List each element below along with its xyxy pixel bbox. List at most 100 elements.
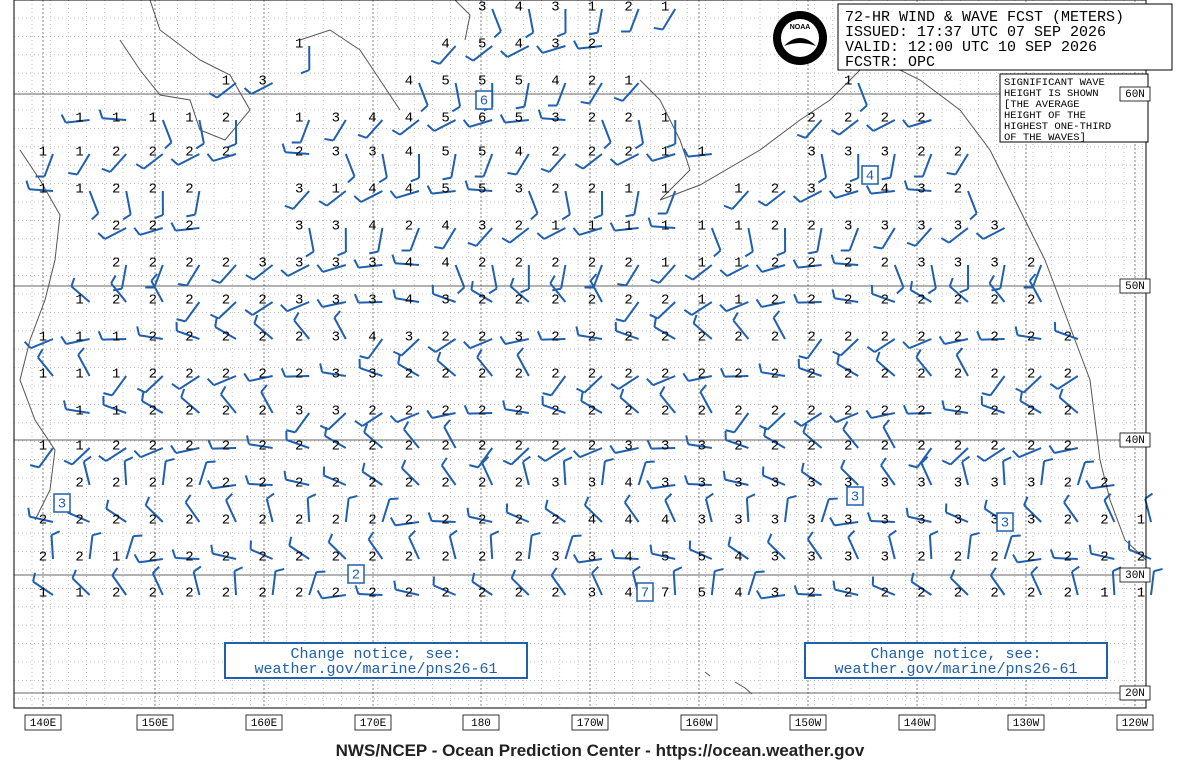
barb-staff xyxy=(123,460,128,486)
barb-feather xyxy=(25,180,31,190)
wave-height: 2 xyxy=(478,550,486,566)
wave-height: 3 xyxy=(990,476,998,492)
barb-staff xyxy=(212,552,237,560)
barb-staff xyxy=(105,447,127,462)
wave-height: 2 xyxy=(917,367,925,383)
barb-feather xyxy=(603,141,612,150)
barb-staff xyxy=(584,504,603,523)
wave-height: 2 xyxy=(624,367,632,383)
wave-height: 2 xyxy=(1064,439,1072,455)
barb-feather xyxy=(975,232,984,240)
barb-staff xyxy=(397,363,420,377)
wave-height: 2 xyxy=(954,439,962,455)
barb-feather xyxy=(426,409,433,419)
wave-height: 2 xyxy=(954,145,962,161)
barb-feather xyxy=(180,388,186,398)
wave-height: 3 xyxy=(881,219,889,235)
wave-height: 3 xyxy=(844,550,852,566)
barb-staff xyxy=(472,45,493,62)
wave-height: 1 xyxy=(75,404,83,420)
barb-staff xyxy=(491,264,498,289)
wave-height: 2 xyxy=(149,586,157,602)
wave-height: 2 xyxy=(990,550,998,566)
barb-feather xyxy=(983,499,988,509)
barb-feather xyxy=(463,340,471,349)
wave-height: 1 xyxy=(39,145,47,161)
barb-feather xyxy=(542,392,552,397)
wave-height: 5 xyxy=(441,182,449,198)
barb-staff xyxy=(651,447,676,450)
barb-feather xyxy=(969,212,978,221)
wave-height: 3 xyxy=(990,219,998,235)
wave-height: 2 xyxy=(551,293,559,309)
wave-height: 3 xyxy=(881,145,889,161)
barb-feather xyxy=(625,213,635,218)
barb-feather xyxy=(632,565,641,573)
note-line: OF THE WAVES] xyxy=(1004,132,1086,144)
barb-feather xyxy=(490,530,500,536)
barb-feather xyxy=(722,470,726,480)
barb-staff xyxy=(983,447,1006,462)
barb-feather xyxy=(186,213,196,218)
barb-staff xyxy=(358,301,383,304)
barb-staff xyxy=(651,153,676,162)
barb-staff xyxy=(440,464,457,486)
barb-staff xyxy=(248,443,273,449)
wave-height: 2 xyxy=(771,330,779,346)
asia-coast xyxy=(19,149,61,521)
wave-height: 3 xyxy=(844,145,852,161)
wave-height: 2 xyxy=(990,293,998,309)
barb-feather xyxy=(623,494,631,503)
barb-staff xyxy=(38,447,54,468)
wave-height: 2 xyxy=(807,586,815,602)
wave-height: 3 xyxy=(661,439,669,455)
barb-feather xyxy=(83,455,92,463)
wave-height: 2 xyxy=(734,404,742,420)
wave-height: 4 xyxy=(624,586,632,602)
wave-height: 2 xyxy=(881,439,889,455)
wave-height: 2 xyxy=(295,586,303,602)
barb-staff xyxy=(434,338,457,353)
barb-staff xyxy=(153,264,164,288)
barb-staff xyxy=(659,393,676,414)
wave-height: 2 xyxy=(295,145,303,161)
barb-staff xyxy=(104,227,127,240)
barb-feather xyxy=(389,414,398,423)
barb-staff xyxy=(731,190,750,210)
barb-feather xyxy=(941,400,946,410)
wave-height: 5 xyxy=(515,111,523,127)
barb-feather xyxy=(300,69,310,75)
barb-staff xyxy=(395,521,420,527)
barb-staff xyxy=(596,8,603,33)
wave-height: 2 xyxy=(75,476,83,492)
barb-staff xyxy=(798,367,822,377)
barb-staff xyxy=(438,45,457,65)
lon-label-box xyxy=(136,714,174,731)
wave-height: 2 xyxy=(734,367,742,383)
barb-feather xyxy=(927,287,937,295)
barb-staff xyxy=(579,447,603,459)
barb-staff xyxy=(562,460,567,486)
wave-height: 2 xyxy=(478,476,486,492)
wave-height: 3 xyxy=(771,476,779,492)
barb-staff xyxy=(125,535,135,560)
barb-feather xyxy=(563,456,573,462)
note-line: HIGHEST ONE-THIRD xyxy=(1004,121,1111,133)
barb-staff xyxy=(361,470,383,486)
wave-height: 2 xyxy=(222,513,230,529)
barb-feather xyxy=(234,566,244,572)
lon-label: 160E xyxy=(251,718,278,730)
wave-height: 2 xyxy=(112,256,120,272)
barb-staff xyxy=(583,375,603,394)
wave-height: 2 xyxy=(807,367,815,383)
wave-height: 5 xyxy=(478,74,486,90)
barb-feather xyxy=(359,355,369,360)
wave-height: 1 xyxy=(1100,586,1108,602)
barb-staff xyxy=(653,326,676,340)
barb-staff xyxy=(394,262,420,266)
wave-height: 2 xyxy=(881,111,889,127)
lon-label-box xyxy=(245,714,283,731)
barb-feather xyxy=(354,293,360,303)
barb-staff xyxy=(945,511,969,523)
barb-staff xyxy=(32,580,54,596)
